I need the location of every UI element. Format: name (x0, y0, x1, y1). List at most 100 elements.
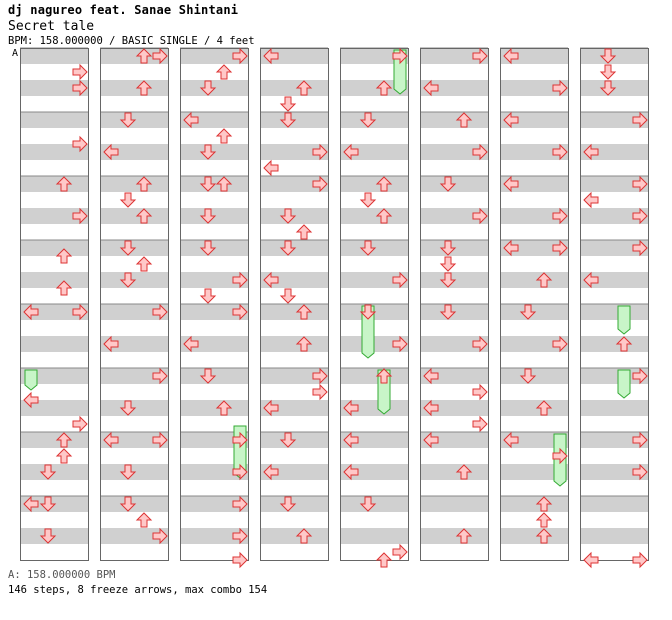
up-arrow-icon (375, 208, 393, 224)
right-arrow-icon (552, 207, 568, 225)
up-arrow-icon (615, 336, 633, 352)
beat-stripe (260, 464, 328, 480)
right-arrow-icon (392, 335, 408, 353)
bpm-legend: A: 158.000000 BPM (8, 569, 116, 581)
down-arrow-icon (359, 240, 377, 256)
left-arrow-icon (103, 143, 119, 161)
down-arrow-icon (199, 80, 217, 96)
up-arrow-icon (135, 48, 153, 64)
up-arrow-icon (135, 176, 153, 192)
beat-stripe (100, 368, 168, 384)
left-arrow-icon (263, 271, 279, 289)
chart-column (500, 47, 569, 561)
beat-stripe (580, 336, 648, 352)
beat-stripe (420, 80, 488, 96)
left-arrow-icon (263, 463, 279, 481)
down-arrow-icon (199, 208, 217, 224)
freeze-arrow (393, 49, 407, 95)
beat-stripe (500, 528, 568, 544)
down-arrow-icon (599, 64, 617, 80)
left-arrow-icon (583, 191, 599, 209)
up-arrow-icon (55, 448, 73, 464)
down-arrow-icon (359, 192, 377, 208)
up-arrow-icon (135, 80, 153, 96)
left-arrow-icon (583, 143, 599, 161)
beat-stripe (580, 368, 648, 384)
right-arrow-icon (72, 135, 88, 153)
right-arrow-icon (632, 239, 648, 257)
chart-column (260, 47, 329, 561)
beat-stripe (580, 400, 648, 416)
column-border (580, 48, 649, 561)
down-arrow-icon (359, 496, 377, 512)
beat-stripe (340, 208, 408, 224)
beat-stripe (500, 208, 568, 224)
beat-stripe (180, 272, 248, 288)
beat-stripe (340, 80, 408, 96)
down-arrow-icon (439, 240, 457, 256)
beat-stripe (20, 176, 88, 192)
right-arrow-icon (632, 367, 648, 385)
left-arrow-icon (503, 239, 519, 257)
down-arrow-icon (119, 464, 137, 480)
left-arrow-icon (583, 271, 599, 289)
up-arrow-icon (215, 176, 233, 192)
beat-stripe (180, 496, 248, 512)
right-arrow-icon (232, 463, 248, 481)
beat-stripe (500, 432, 568, 448)
down-arrow-icon (279, 112, 297, 128)
down-arrow-icon (39, 464, 57, 480)
up-arrow-icon (55, 280, 73, 296)
right-arrow-icon (472, 383, 488, 401)
down-arrow-icon (439, 176, 457, 192)
left-arrow-icon (503, 47, 519, 65)
up-arrow-icon (215, 128, 233, 144)
beat-stripe (180, 336, 248, 352)
down-arrow-icon (199, 240, 217, 256)
left-arrow-icon (23, 303, 39, 321)
song-artist: dj nagureo feat. Sanae Shintani (8, 3, 239, 17)
beat-stripe (20, 400, 88, 416)
up-arrow-icon (135, 512, 153, 528)
beat-stripe (180, 48, 248, 64)
left-arrow-icon (343, 463, 359, 481)
beat-stripe (420, 144, 488, 160)
beat-stripe (420, 528, 488, 544)
down-arrow-icon (279, 496, 297, 512)
left-arrow-icon (583, 551, 599, 569)
right-arrow-icon (232, 495, 248, 513)
up-arrow-icon (295, 80, 313, 96)
up-arrow-icon (535, 528, 553, 544)
chart-column (20, 47, 89, 561)
right-arrow-icon (72, 303, 88, 321)
beat-stripe (340, 176, 408, 192)
beat-stripe (420, 496, 488, 512)
chart-column (420, 47, 489, 561)
beat-stripe (340, 368, 408, 384)
right-arrow-icon (632, 431, 648, 449)
beat-stripe (580, 112, 648, 128)
beat-stripe (580, 432, 648, 448)
right-arrow-icon (472, 335, 488, 353)
right-arrow-icon (72, 63, 88, 81)
freeze-arrow (617, 305, 631, 335)
right-arrow-icon (152, 303, 168, 321)
beat-stripe (20, 336, 88, 352)
beat-stripe (180, 464, 248, 480)
right-arrow-icon (232, 551, 248, 569)
left-arrow-icon (423, 431, 439, 449)
up-arrow-icon (295, 224, 313, 240)
up-arrow-icon (55, 432, 73, 448)
down-arrow-icon (439, 272, 457, 288)
up-arrow-icon (455, 464, 473, 480)
down-arrow-icon (599, 48, 617, 64)
left-arrow-icon (263, 399, 279, 417)
chart-column (100, 47, 169, 561)
right-arrow-icon (392, 543, 408, 561)
beat-stripe (340, 272, 408, 288)
beat-stripe (340, 48, 408, 64)
beat-stripe (260, 400, 328, 416)
up-arrow-icon (535, 512, 553, 528)
beat-stripe (260, 48, 328, 64)
